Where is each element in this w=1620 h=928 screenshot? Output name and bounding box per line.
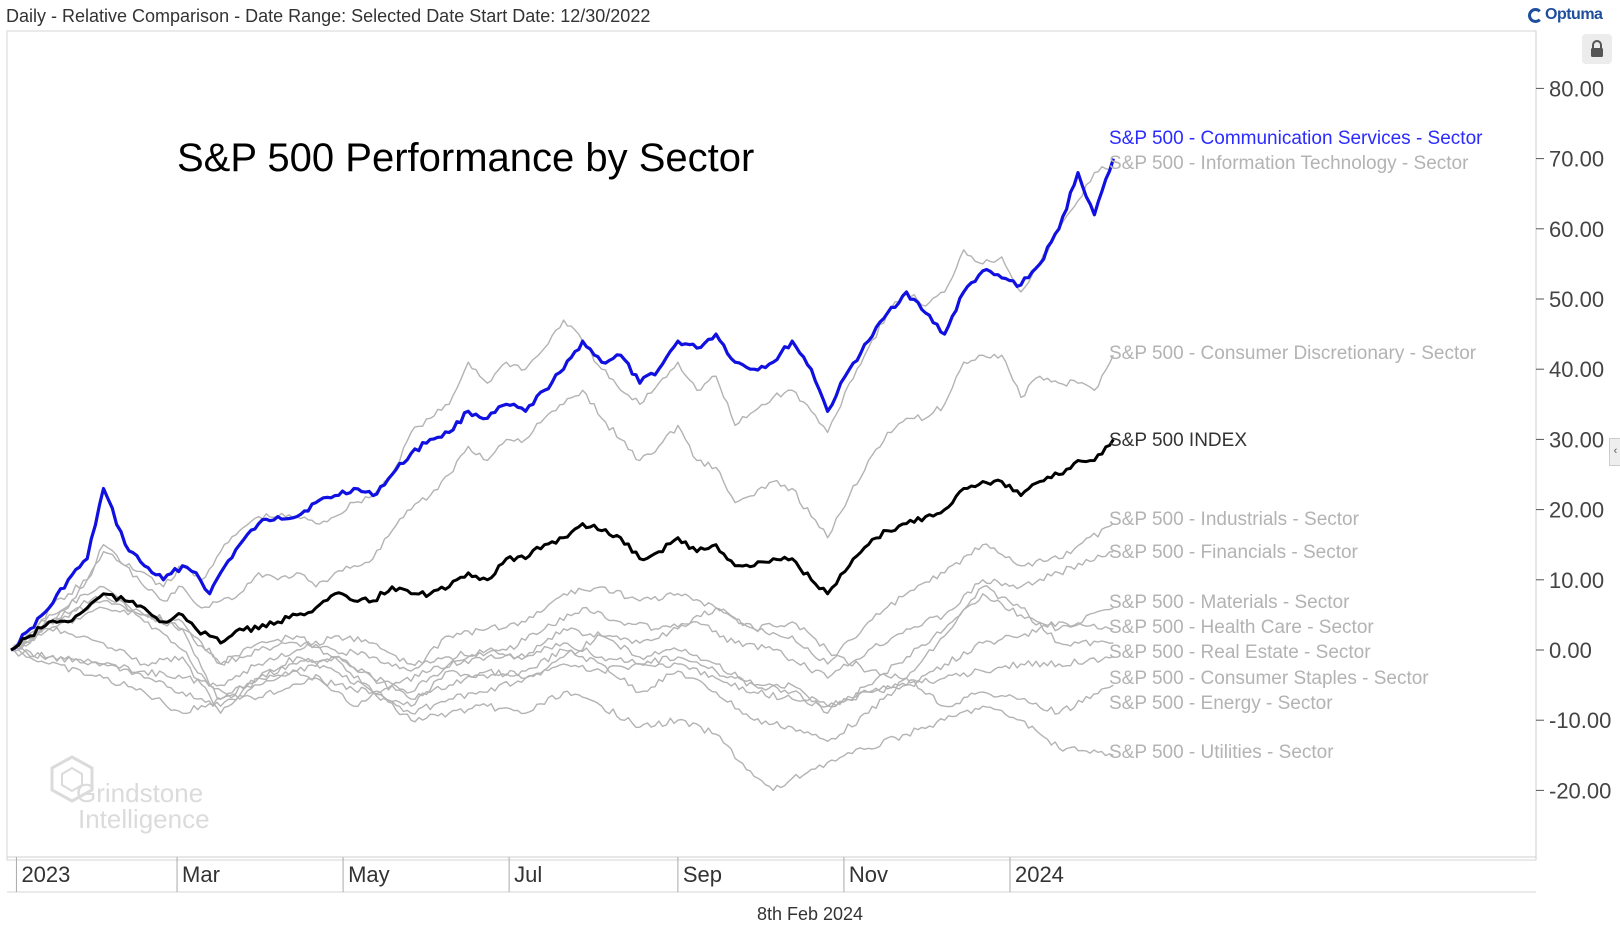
y-tick-label: 10.00	[1549, 568, 1604, 593]
logo-text: Optuma	[1545, 6, 1603, 23]
x-tick-label: Sep	[683, 862, 722, 887]
x-tick-label: Jul	[514, 862, 542, 887]
watermark-line1: Grindstone	[76, 778, 203, 808]
series-line-s-p-500-communication-services-sector	[10, 158, 1115, 652]
series-line-s-p-500-materials-sector	[10, 593, 1114, 714]
footer-date: 8th Feb 2024	[756, 904, 864, 924]
optuma-logo: Optuma	[1528, 4, 1603, 26]
series-label-s-p-500-index: S&P 500 INDEX	[1109, 430, 1247, 451]
y-tick-label: 20.00	[1549, 498, 1604, 523]
series-label-s-p-500-industrials-sector: S&P 500 - Industrials - Sector	[1109, 509, 1360, 530]
y-tick-label: 50.00	[1549, 287, 1604, 312]
series-label-s-p-500-materials-sector: S&P 500 - Materials - Sector	[1109, 592, 1350, 613]
series-line-s-p-500-health-care-sector	[10, 621, 1114, 708]
watermark-logo-icon	[50, 755, 94, 803]
series-line-s-p-500-financials-sector	[10, 551, 1114, 708]
chart-title: S&P 500 Performance by Sector	[177, 136, 754, 180]
series-line-s-p-500-utilities-sector	[10, 649, 1114, 792]
series-line-s-p-500-information-technology-sector	[10, 165, 1114, 651]
x-tick-label: May	[348, 862, 390, 887]
series-label-s-p-500-real-estate-sector: S&P 500 - Real Estate - Sector	[1109, 642, 1371, 663]
chart-info-header: Daily - Relative Comparison - Date Range…	[6, 6, 651, 26]
series-group-main	[10, 158, 1115, 652]
series-line-s-p-500-energy-sector	[10, 607, 1114, 715]
x-tick-label: Nov	[849, 862, 888, 887]
watermark-logo-inner	[61, 766, 83, 793]
series-label-s-p-500-utilities-sector: S&P 500 - Utilities - Sector	[1109, 742, 1334, 763]
y-axis: 80.00 70.00 60.00 50.00 40.00 30.00 20.00 10.00…	[1536, 76, 1611, 803]
series-group-grey	[10, 165, 1115, 792]
y-tick-label: -20.00	[1549, 778, 1611, 803]
series-line-s-p-500-consumer-discretionary-sector	[10, 353, 1115, 651]
y-tick-label: -10.00	[1549, 708, 1611, 733]
series-label-s-p-500-energy-sector: S&P 500 - Energy - Sector	[1109, 693, 1333, 714]
y-tick-label: 30.00	[1549, 427, 1604, 452]
watermark-line2: Intelligence	[78, 804, 210, 834]
y-tick-label: 80.00	[1549, 76, 1604, 101]
line-labels: S&P 500 - Communication Services - Secto…	[1109, 128, 1483, 763]
series-line-s-p-500-index	[10, 438, 1115, 652]
x-tick-label: 2024	[1015, 862, 1064, 887]
series-label-s-p-500-financials-sector: S&P 500 - Financials - Sector	[1109, 542, 1359, 563]
lock-icon	[1591, 40, 1603, 57]
y-tick-label: 60.00	[1549, 217, 1604, 242]
series-line-s-p-500-real-estate-sector	[10, 585, 1114, 742]
series-label-s-p-500-information-technology-sector: S&P 500 - Information Technology - Secto…	[1109, 153, 1469, 174]
series-line-s-p-500-industrials-sector	[10, 523, 1114, 672]
series-label-s-p-500-health-care-sector: S&P 500 - Health Care - Sector	[1109, 617, 1374, 638]
chevron-left-icon: ‹	[1613, 445, 1618, 457]
series-label-s-p-500-communication-services-sector: S&P 500 - Communication Services - Secto…	[1109, 128, 1483, 149]
x-tick-label: 2023	[21, 862, 70, 887]
series-label-s-p-500-consumer-discretionary-sector: S&P 500 - Consumer Discretionary - Secto…	[1109, 343, 1477, 364]
collapse-panel-button[interactable]: ‹	[1609, 438, 1620, 466]
x-axis: 2023 Mar May Jul Sep Nov 2024	[15, 857, 1064, 892]
watermark: Grindstone Intelligence	[50, 755, 210, 834]
optuma-logo-icon	[1528, 7, 1543, 23]
y-tick-label: 40.00	[1549, 357, 1604, 382]
series-label-s-p-500-consumer-staples-sector: S&P 500 - Consumer Staples - Sector	[1109, 668, 1429, 689]
y-tick-label: 70.00	[1549, 147, 1604, 172]
series-line-s-p-500-consumer-staples-sector	[10, 635, 1114, 708]
lock-button[interactable]	[1582, 34, 1612, 64]
y-tick-label: 0.00	[1549, 638, 1592, 663]
x-tick-label: Mar	[182, 862, 220, 887]
